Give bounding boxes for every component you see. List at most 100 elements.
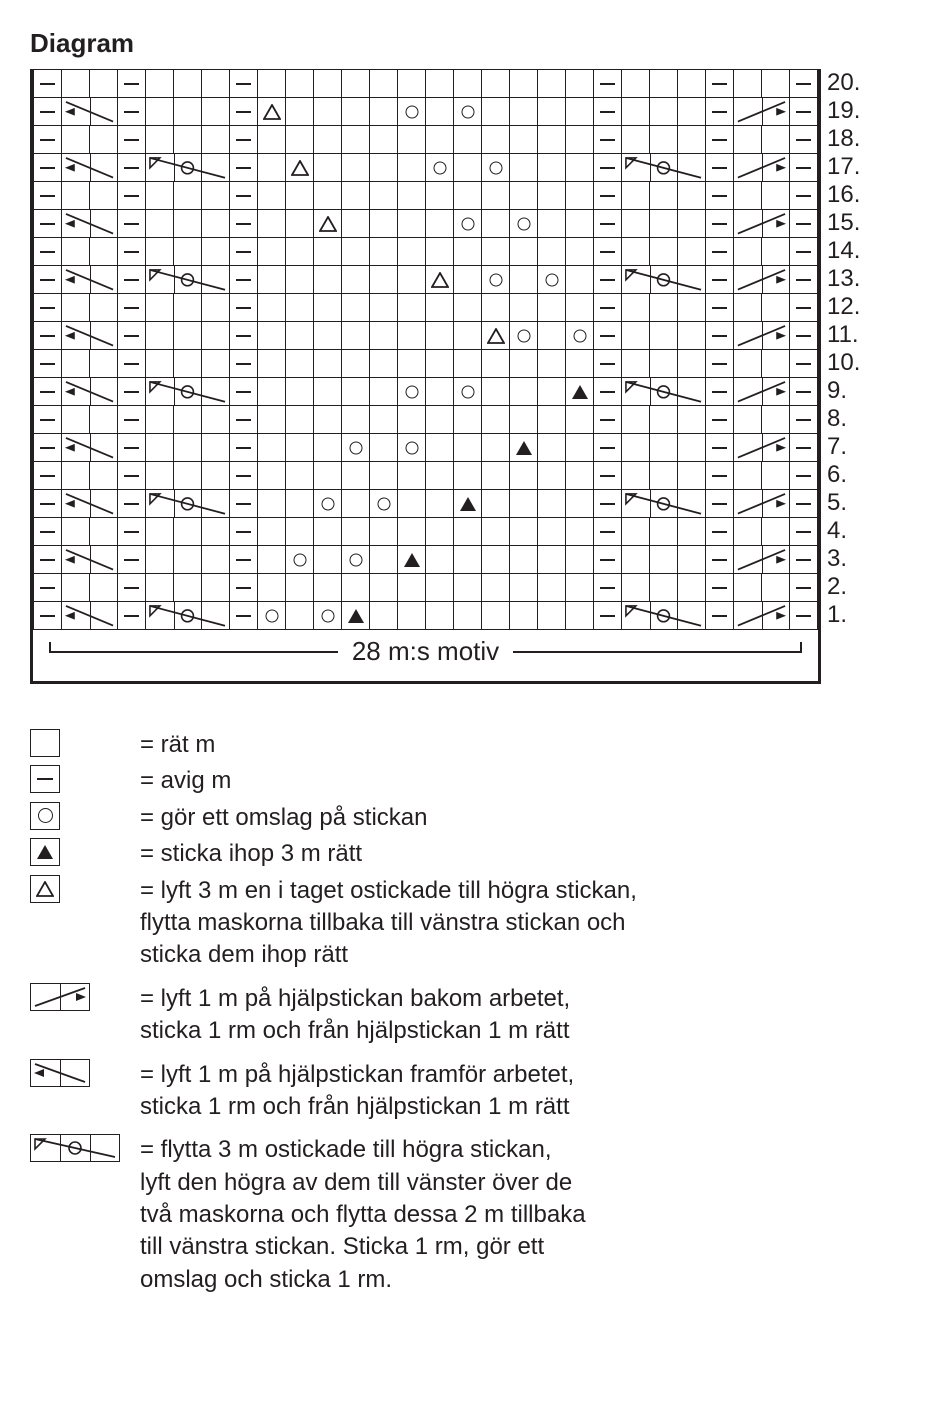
chart-cell (174, 574, 202, 602)
chart-cell (734, 602, 790, 630)
chart-cell (286, 70, 314, 98)
chart-cell (118, 322, 146, 350)
chart-cell (566, 574, 594, 602)
chart-cell (230, 434, 258, 462)
chart-cell (790, 154, 818, 182)
row-number: 9. (827, 377, 860, 405)
chart-cell (118, 182, 146, 210)
chart-cell (202, 210, 230, 238)
chart-cell (622, 574, 650, 602)
chart-cell (370, 210, 398, 238)
chart-cell (566, 378, 594, 406)
legend-text: = rät m (140, 728, 914, 761)
chart-cell (734, 574, 762, 602)
chart-row (34, 546, 818, 574)
chart-cell (62, 70, 90, 98)
chart-cell (398, 350, 426, 378)
chart-cell (62, 154, 118, 182)
chart-cell (62, 210, 118, 238)
chart-cell (314, 378, 342, 406)
chart-cell (90, 182, 118, 210)
chart-cell (258, 462, 286, 490)
chart-cell (118, 546, 146, 574)
chart-cell (286, 98, 314, 126)
chart-cell (454, 434, 482, 462)
chart-cell (286, 462, 314, 490)
chart-cell (454, 238, 482, 266)
chart-cell (678, 70, 706, 98)
chart-cell (118, 70, 146, 98)
chart-cell (398, 322, 426, 350)
row-number: 6. (827, 461, 860, 489)
chart-cell (370, 406, 398, 434)
legend-symbol (30, 801, 126, 831)
chart-cell (174, 182, 202, 210)
chart-cell (370, 266, 398, 294)
legend-row: = lyft 1 m på hjälpstickan framför arbet… (30, 1058, 914, 1124)
chart-cell (314, 518, 342, 546)
chart-cell (482, 182, 510, 210)
chart-cell (622, 322, 650, 350)
chart-cell (286, 154, 314, 182)
chart-cell (34, 518, 62, 546)
chart-cell (286, 266, 314, 294)
chart-cell (258, 490, 286, 518)
chart-cell (230, 154, 258, 182)
chart-cell (510, 70, 538, 98)
chart-cell (398, 490, 426, 518)
chart-cell (230, 210, 258, 238)
chart-cell (174, 238, 202, 266)
chart-cell (622, 490, 706, 518)
chart-cell (510, 546, 538, 574)
chart-cell (230, 378, 258, 406)
chart-cell (118, 126, 146, 154)
chart-cell (314, 490, 342, 518)
chart-cell (34, 378, 62, 406)
chart-cell (342, 462, 370, 490)
row-number: 7. (827, 433, 860, 461)
chart-cell (230, 546, 258, 574)
motif-label: 28 m:s motiv (352, 636, 499, 667)
chart-cell (398, 210, 426, 238)
chart-cell (734, 126, 762, 154)
chart-cell (342, 322, 370, 350)
chart-cell (146, 154, 230, 182)
row-number: 5. (827, 489, 860, 517)
legend-text: = lyft 1 m på hjälpstickan bakom arbetet… (140, 982, 914, 1048)
chart-cell (594, 378, 622, 406)
chart-cell (174, 294, 202, 322)
chart-cell (566, 98, 594, 126)
chart-cell (314, 294, 342, 322)
row-number: 2. (827, 573, 860, 601)
chart-cell (594, 210, 622, 238)
chart-cell (174, 518, 202, 546)
chart-cell (370, 350, 398, 378)
chart-cell (650, 238, 678, 266)
chart-cell (566, 602, 594, 630)
chart-cell (734, 182, 762, 210)
chart-cell (314, 210, 342, 238)
chart-cell (342, 70, 370, 98)
chart-cell (706, 238, 734, 266)
legend-symbol (30, 728, 126, 758)
chart-cell (426, 490, 454, 518)
chart-cell (342, 518, 370, 546)
chart-cell (650, 434, 678, 462)
chart-cell (426, 322, 454, 350)
chart-row (34, 322, 818, 350)
row-number: 13. (827, 265, 860, 293)
chart-cell (482, 126, 510, 154)
chart-cell (230, 490, 258, 518)
chart-cell (510, 462, 538, 490)
chart-cell (482, 406, 510, 434)
chart-cell (762, 518, 790, 546)
chart-cell (482, 518, 510, 546)
chart-cell (230, 518, 258, 546)
chart-cell (370, 490, 398, 518)
chart-cell (678, 518, 706, 546)
chart-cell (454, 294, 482, 322)
chart-cell (286, 602, 314, 630)
chart-cell (230, 602, 258, 630)
chart-cell (594, 322, 622, 350)
chart-cell (370, 238, 398, 266)
